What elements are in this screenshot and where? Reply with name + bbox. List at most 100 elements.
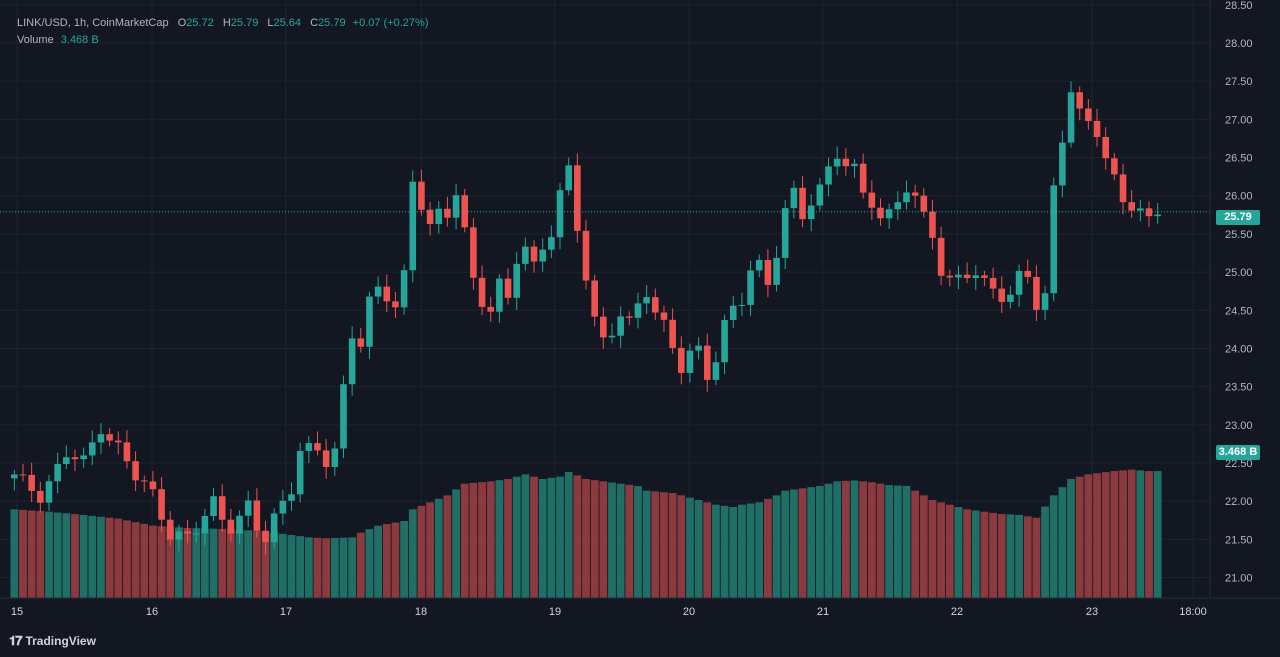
volume-bar — [755, 502, 764, 598]
volume-bar — [382, 524, 391, 598]
candle-body — [11, 474, 18, 479]
candle-body — [236, 515, 243, 534]
volume-bar — [1049, 495, 1058, 598]
tradingview-watermark[interactable]: 𝟏𝟕 TradingView — [9, 633, 96, 649]
volume-bar — [149, 525, 157, 598]
legend-close-label: C — [310, 17, 319, 29]
volume-bar — [937, 502, 946, 598]
candle-body — [218, 496, 226, 520]
volume-bar — [123, 520, 131, 598]
volume-bar — [261, 531, 270, 598]
candle-body — [478, 277, 486, 307]
volume-bar — [867, 482, 876, 598]
volume-bar — [183, 528, 192, 598]
candle-body — [374, 286, 382, 297]
candle-body — [617, 316, 624, 336]
candle-body — [790, 187, 798, 209]
volume-bar — [608, 482, 616, 598]
legend-volume-value: 3.468 B — [60, 34, 99, 46]
time-tick-label: 20 — [683, 606, 695, 618]
candle-body — [833, 158, 841, 167]
candle-body — [470, 227, 477, 278]
volume-bar — [573, 475, 582, 598]
volume-bar — [226, 529, 235, 598]
candle-body — [305, 443, 313, 451]
volume-bar — [88, 515, 97, 598]
volume-bar — [356, 532, 365, 598]
volume-bar — [703, 502, 712, 598]
candle-body — [600, 316, 607, 338]
volume-bar — [1023, 516, 1032, 598]
candle-body — [496, 278, 503, 312]
candle-body — [435, 208, 443, 225]
candle-body — [63, 457, 70, 465]
candle-body — [937, 237, 945, 276]
volume-bar — [634, 486, 642, 598]
candle-body — [253, 500, 261, 531]
price-axis[interactable]: 28.50 28.00 27.50 27.00 26.50 26.00 25.50 25.00… — [1225, 0, 1253, 585]
candle-body — [643, 297, 650, 304]
legend-volume-label: Volume — [17, 34, 54, 46]
candle-body — [1033, 276, 1040, 310]
volume-bar — [841, 480, 850, 598]
volume-bar — [10, 509, 19, 598]
candle-body — [1128, 202, 1135, 211]
volume-bar — [668, 493, 677, 598]
volume-bar — [798, 488, 807, 598]
time-tick-label: 22 — [951, 606, 963, 618]
candle-body — [270, 513, 278, 543]
volume-bar — [694, 500, 703, 598]
volume-bar — [789, 489, 798, 598]
candle-body — [729, 305, 737, 321]
volume-bar — [893, 485, 902, 598]
volume-bar — [322, 538, 331, 598]
volume-bar — [538, 479, 547, 598]
volume-bar — [833, 481, 842, 598]
candle-body — [755, 259, 763, 271]
volume-bar — [530, 476, 538, 598]
legend-high-value: 25.79 — [230, 17, 259, 29]
candle-body — [565, 165, 572, 191]
legend-open-label: O — [177, 17, 187, 29]
volume-bar — [478, 482, 486, 598]
candle-body — [88, 442, 96, 456]
candle-body — [574, 165, 581, 231]
time-axis[interactable]: 15 16 17 18 19 20 21 22 23 18:00 — [11, 606, 1207, 618]
candle-body — [1154, 214, 1161, 217]
volume-bar — [27, 510, 36, 598]
candle-body — [626, 316, 633, 318]
volume-bar — [971, 510, 980, 598]
volume-bar — [452, 489, 460, 598]
volume-bar — [1119, 470, 1127, 598]
volume-bar — [192, 528, 201, 598]
candle-body — [1015, 270, 1023, 295]
candle-body — [721, 320, 728, 363]
volume-bar — [980, 511, 989, 598]
volume-bar — [807, 487, 816, 598]
candle-body — [998, 288, 1006, 302]
candle-body — [764, 259, 772, 285]
volume-bars — [10, 469, 1162, 598]
price-tick-label: 27.00 — [1225, 114, 1253, 126]
volume-bar — [512, 476, 521, 598]
candle-body — [946, 275, 954, 278]
candle-body — [366, 296, 373, 347]
candle-body — [357, 338, 365, 347]
candle-body — [981, 275, 988, 278]
price-tick-label: 22.00 — [1225, 496, 1253, 508]
volume-bar — [902, 486, 911, 598]
volume-bar — [287, 535, 296, 598]
volume-bar — [876, 483, 885, 598]
volume-bar — [469, 482, 478, 598]
price-tick-label: 26.50 — [1225, 153, 1253, 165]
volume-bar — [677, 495, 686, 598]
volume-bar — [330, 537, 339, 598]
volume-bar — [625, 484, 634, 598]
candle-body — [920, 195, 928, 212]
volume-bar — [738, 504, 746, 598]
volume-bar — [200, 528, 209, 598]
volume-bar — [62, 513, 71, 598]
volume-bar — [729, 507, 738, 598]
